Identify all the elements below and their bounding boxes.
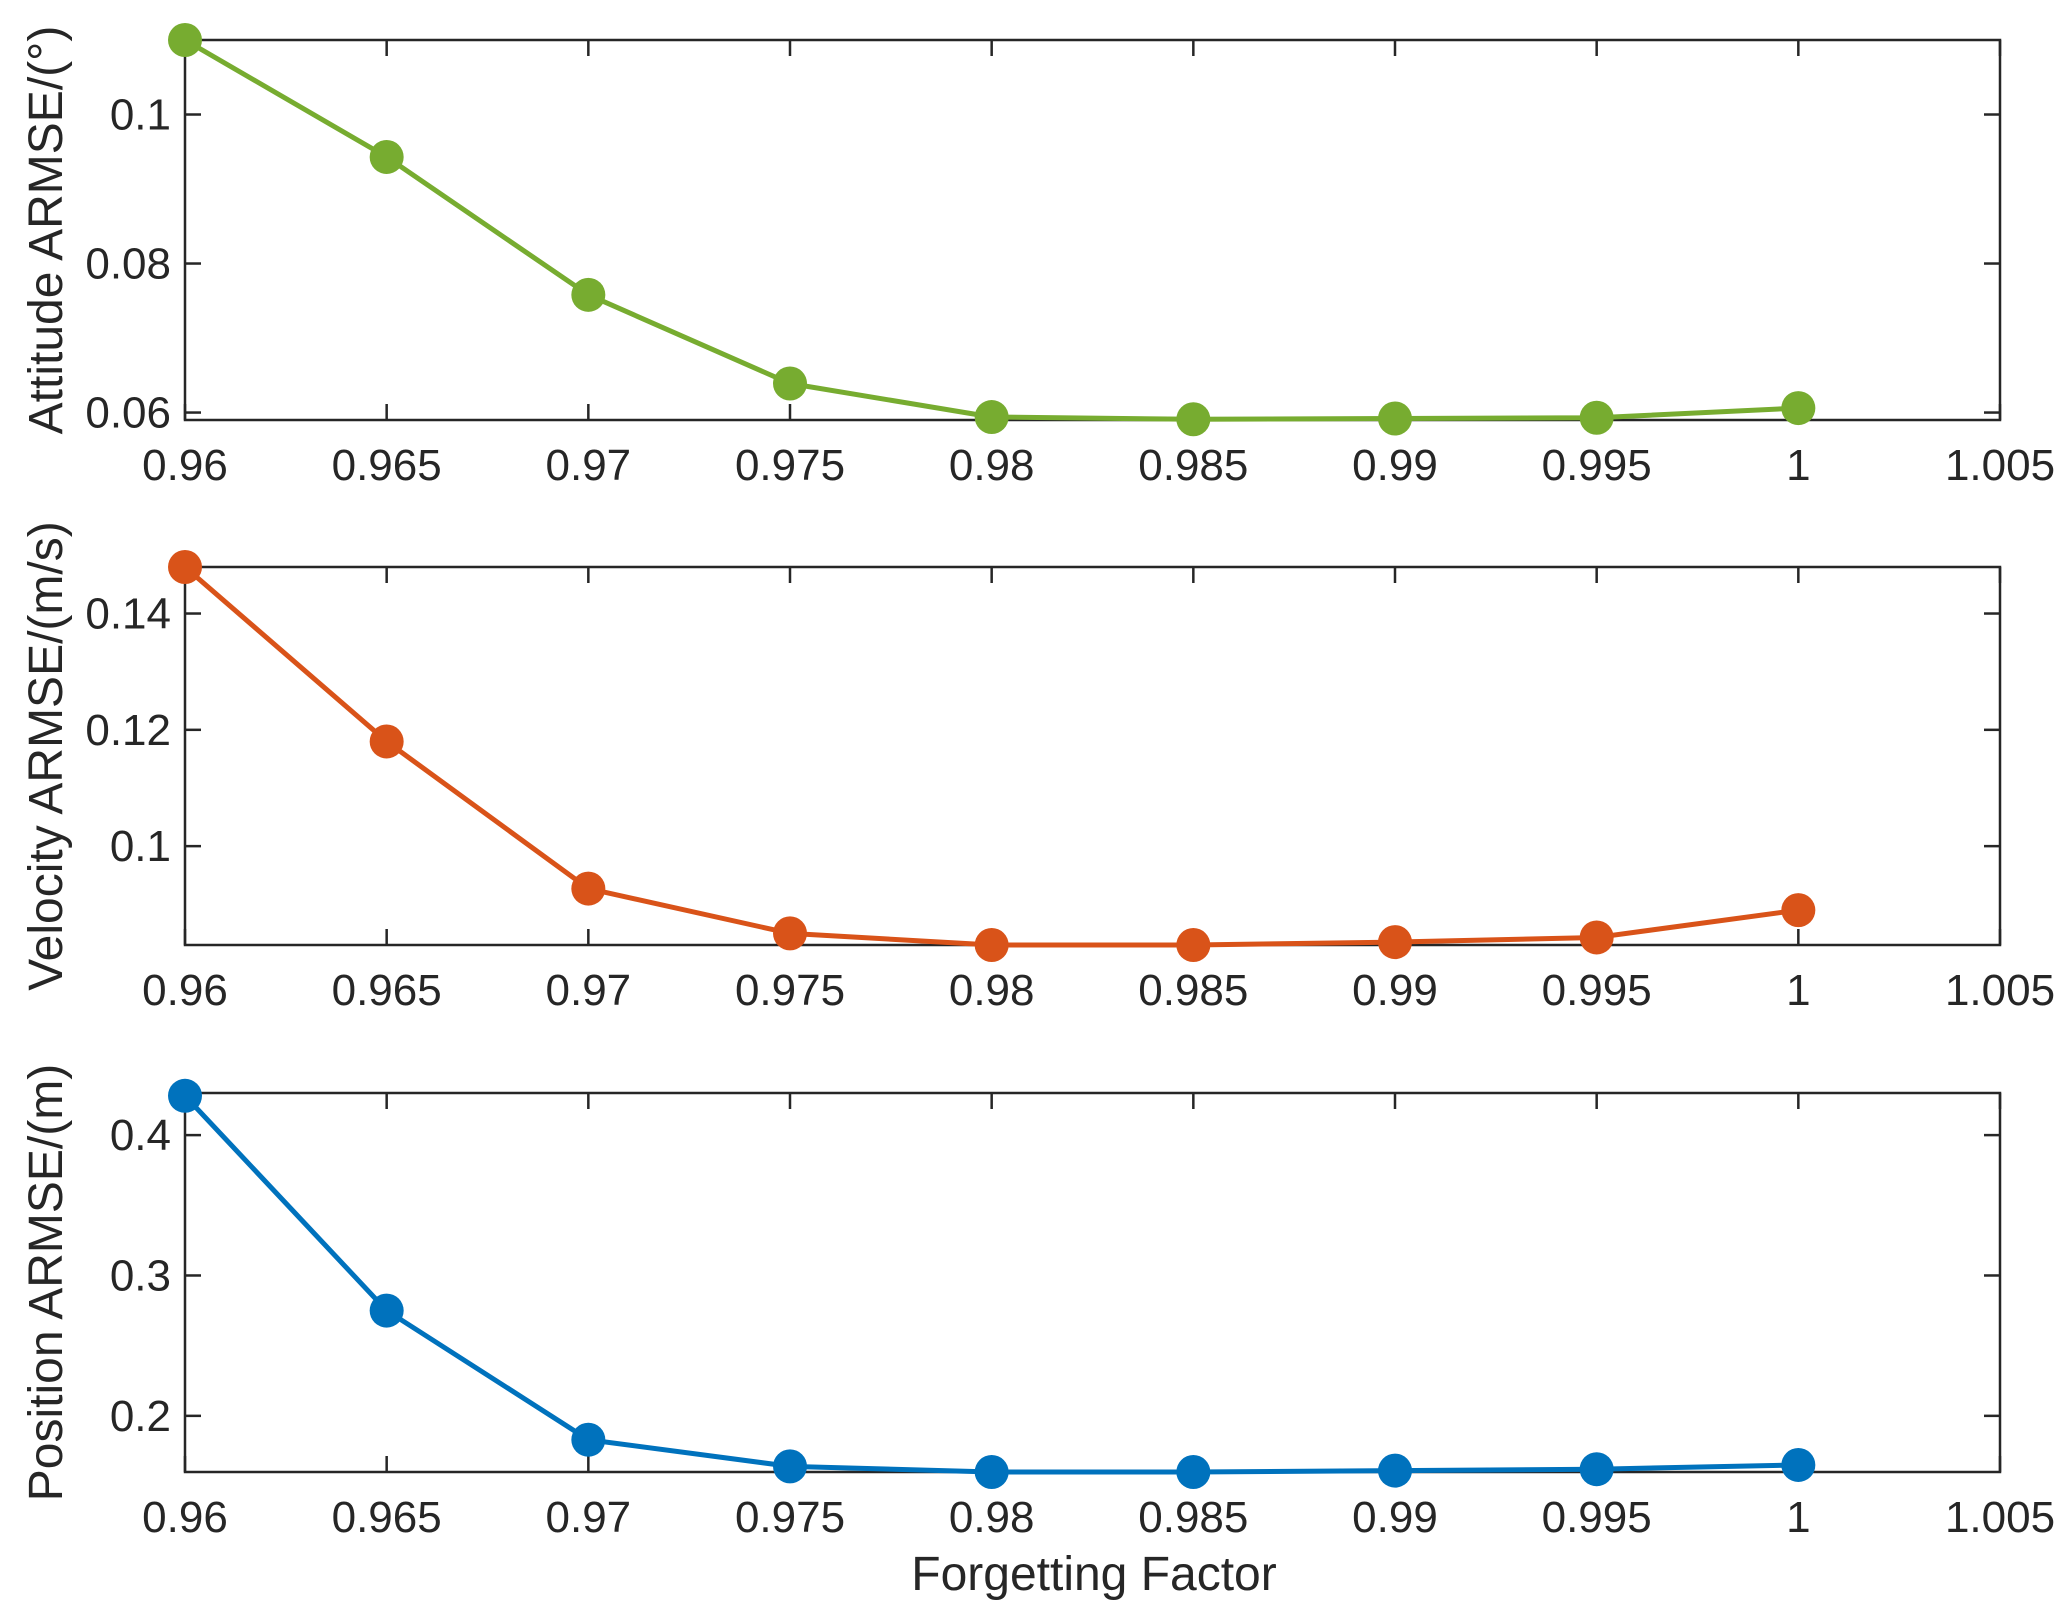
- position-y-tick-label: 0.2: [110, 1392, 171, 1441]
- position-data-point: [1176, 1455, 1211, 1489]
- attitude-x-tick-label: 0.975: [735, 441, 845, 490]
- position-data-point: [571, 1422, 606, 1457]
- attitude-data-point: [571, 277, 606, 312]
- velocity-data-point: [974, 928, 1009, 962]
- position-x-tick-label: 0.975: [735, 1493, 845, 1542]
- attitude-y-tick-label: 0.06: [85, 389, 171, 438]
- attitude-x-tick-label: 1: [1786, 441, 1810, 490]
- position-x-tick-label: 0.98: [949, 1493, 1035, 1542]
- velocity-x-tick-label: 0.985: [1138, 966, 1248, 1015]
- velocity-series-line: [183, 565, 1799, 948]
- velocity-axes-box: [183, 565, 2002, 947]
- position-x-tick-label: 1.005: [1945, 1493, 2055, 1542]
- velocity-data-point: [1176, 928, 1211, 962]
- velocity-data-point: [168, 550, 202, 584]
- attitude-y-axis-label: Attitude ARMSE/(°): [20, 26, 73, 435]
- attitude-x-tick-label: 0.985: [1138, 441, 1248, 490]
- attitude-data-point: [168, 23, 202, 57]
- attitude-data-point: [773, 366, 807, 401]
- position-axes-box: [183, 1091, 2002, 1474]
- velocity-data-point: [369, 724, 404, 759]
- position-x-tick-label: 0.985: [1138, 1493, 1248, 1542]
- attitude-data-point: [1176, 402, 1211, 437]
- attitude-data-point: [1378, 401, 1412, 436]
- position-x-tick-label: 0.96: [142, 1493, 228, 1542]
- attitude-x-tick-label: 0.97: [546, 441, 632, 490]
- x-axis-label: Forgetting Factor: [911, 1548, 1277, 1601]
- attitude-y-tick-label: 0.1: [110, 91, 171, 140]
- attitude-x-tick-label: 0.965: [332, 441, 442, 490]
- attitude-data-point: [974, 400, 1009, 435]
- velocity-data-point: [571, 871, 606, 906]
- position-y-axis-label: Position ARMSE/(m): [20, 1064, 73, 1501]
- attitude-data-point: [1579, 400, 1614, 435]
- position-series-line: [183, 1094, 1799, 1475]
- position-x-tick-label: 0.995: [1542, 1493, 1652, 1542]
- attitude-series-line: [183, 37, 1799, 422]
- velocity-subplot: 0.96 0.965 0.97 0.975 0.98 0.985 0.99 0.995 1 1.0…: [20, 521, 2055, 1015]
- velocity-x-tick-label: 1.005: [1945, 966, 2055, 1015]
- velocity-x-tick-label: 0.965: [332, 966, 442, 1015]
- velocity-x-tick-label: 0.96: [142, 966, 228, 1015]
- position-x-tick-label: 0.97: [546, 1493, 632, 1542]
- position-y-tick-label: 0.4: [110, 1111, 171, 1160]
- position-x-tick-label: 1: [1786, 1493, 1810, 1542]
- velocity-data-point: [1378, 925, 1412, 960]
- velocity-x-tick-label: 0.98: [949, 966, 1035, 1015]
- position-data-point: [1579, 1452, 1614, 1487]
- velocity-x-tick-label: 0.99: [1352, 966, 1438, 1015]
- velocity-x-tick-label: 0.97: [546, 966, 632, 1015]
- attitude-y-tick-label: 0.08: [85, 240, 171, 289]
- velocity-data-point: [1579, 920, 1614, 955]
- velocity-data-point: [1781, 893, 1816, 928]
- attitude-x-tick-label: 1.005: [1945, 441, 2055, 490]
- position-y-tick-label: 0.3: [110, 1251, 171, 1300]
- attitude-axes-box: [183, 38, 2002, 422]
- attitude-data-point: [1781, 391, 1816, 426]
- position-subplot: 0.96 0.965 0.97 0.975 0.98 0.985 0.99 0.995 1 1.0…: [20, 1064, 2055, 1542]
- velocity-x-tick-label: 0.975: [735, 966, 845, 1015]
- position-x-tick-label: 0.99: [1352, 1493, 1438, 1542]
- velocity-data-point: [773, 916, 807, 951]
- position-data-point: [1781, 1447, 1816, 1482]
- attitude-data-point: [369, 139, 404, 174]
- velocity-x-tick-label: 1: [1786, 966, 1810, 1015]
- velocity-y-tick-label: 0.1: [110, 822, 171, 871]
- attitude-subplot: 0.96 0.965 0.97 0.975 0.98 0.985 0.99 0.995 1 1.0…: [20, 23, 2055, 490]
- velocity-y-tick-label: 0.14: [85, 590, 171, 639]
- position-data-point: [1378, 1453, 1412, 1488]
- attitude-x-tick-label: 0.98: [949, 441, 1035, 490]
- position-data-point: [168, 1078, 202, 1113]
- attitude-x-tick-label: 0.99: [1352, 441, 1438, 490]
- position-data-point: [369, 1293, 404, 1328]
- velocity-y-axis-label: Velocity ARMSE/(m/s): [20, 521, 73, 990]
- position-x-tick-label: 0.965: [332, 1493, 442, 1542]
- position-data-point: [773, 1449, 807, 1484]
- position-data-point: [974, 1455, 1009, 1489]
- attitude-x-tick-label: 0.96: [142, 441, 228, 490]
- velocity-y-tick-label: 0.12: [85, 706, 171, 755]
- velocity-x-tick-label: 0.995: [1542, 966, 1652, 1015]
- attitude-x-tick-label: 0.995: [1542, 441, 1652, 490]
